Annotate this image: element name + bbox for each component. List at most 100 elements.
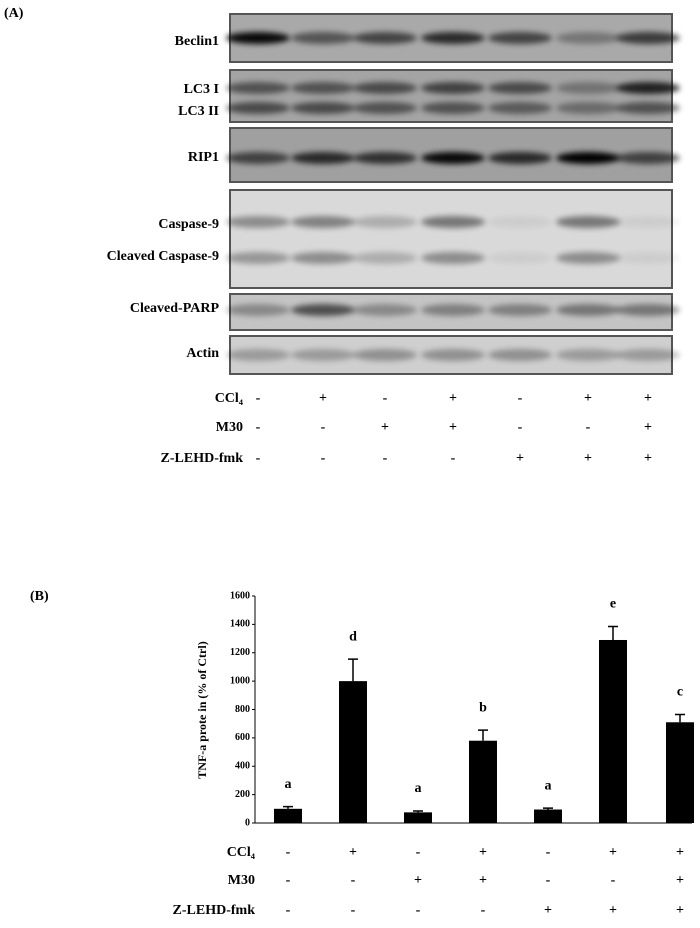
band [226,349,290,361]
treatment-sign: + [676,873,684,888]
treatment-sign: + [609,845,617,860]
treatment-sign: + [609,903,617,918]
significance-letter: b [479,700,487,715]
treatment-sign: - [416,845,421,860]
band [421,252,485,264]
y-tick-label: 1600 [230,590,250,601]
band [556,102,620,114]
band [488,349,552,361]
band [353,349,417,361]
band [291,349,355,361]
band [421,82,485,94]
band [616,216,680,228]
treatment-sign: - [416,903,421,918]
protein-label: LC3 I [184,82,219,97]
treatment-sign: - [481,903,486,918]
band [488,32,552,44]
band [556,349,620,361]
treatment-sign: - [351,873,356,888]
significance-letter: a [415,781,422,796]
band [226,32,290,44]
y-tick-label: 1400 [230,619,250,630]
treatment-sign: + [319,391,327,406]
bar [404,812,432,823]
band [556,32,620,44]
band [488,252,552,264]
treatment-label: M30 [228,873,255,888]
protein-label: Cleaved Caspase-9 [107,249,219,264]
significance-letter: e [610,597,616,612]
treatment-sign: + [349,845,357,860]
band [353,32,417,44]
bar [469,740,497,823]
treatment-label: Z-LEHD-fmk [173,903,256,918]
bar [534,809,562,823]
treatment-sign: - [451,451,456,466]
treatment-sign: + [644,391,652,406]
treatment-sign: - [518,420,523,435]
band [226,82,290,94]
error-bar [543,807,553,810]
protein-label: RIP1 [188,150,219,165]
significance-letter: c [677,685,683,700]
treatment-sign: - [321,420,326,435]
band [556,304,620,316]
band [616,102,680,114]
band [291,102,355,114]
bar [599,639,627,823]
band [291,32,355,44]
band [291,252,355,264]
bands [226,32,680,361]
band [226,216,290,228]
treatment-sign: - [351,903,356,918]
error-bar [478,729,488,741]
error-bar [675,713,685,723]
treatment-sign: - [286,873,291,888]
band [226,152,290,164]
treatment-sign: - [546,845,551,860]
treatment-sign: - [256,451,261,466]
band [488,304,552,316]
band [226,252,290,264]
error-bar [608,625,618,640]
treatment-sign: + [676,845,684,860]
error-bar [283,805,293,809]
band [556,82,620,94]
treatment-label: M30 [216,420,243,435]
treatment-sign: + [676,903,684,918]
treatment-sign: - [383,391,388,406]
band [616,252,680,264]
treatment-label: CCl₄ [227,845,256,860]
band [291,304,355,316]
band [421,102,485,114]
bar [274,808,302,823]
y-tick-label: 0 [245,817,250,828]
band [616,304,680,316]
y-tick-label: 400 [235,761,250,772]
band [616,82,680,94]
treatment-sign: + [584,451,592,466]
treatment-sign: - [518,391,523,406]
band [616,152,680,164]
y-tick-label: 800 [235,704,250,715]
band [488,82,552,94]
y-tick-label: 200 [235,789,250,800]
protein-label: Actin [186,346,219,361]
treatment-sign: + [414,873,422,888]
error-bar [348,658,358,682]
treatment-sign: + [516,451,524,466]
y-tick-label: 600 [235,732,250,743]
band [556,152,620,164]
bar [339,681,367,823]
significance-letter: d [349,629,357,644]
band [421,349,485,361]
treatment-sign: - [256,420,261,435]
treatment-sign: - [611,873,616,888]
treatment-sign: + [479,873,487,888]
treatment-sign: - [286,903,291,918]
protein-label: Beclin1 [175,34,219,49]
band [353,102,417,114]
treatment-sign: - [321,451,326,466]
treatment-sign: - [286,845,291,860]
